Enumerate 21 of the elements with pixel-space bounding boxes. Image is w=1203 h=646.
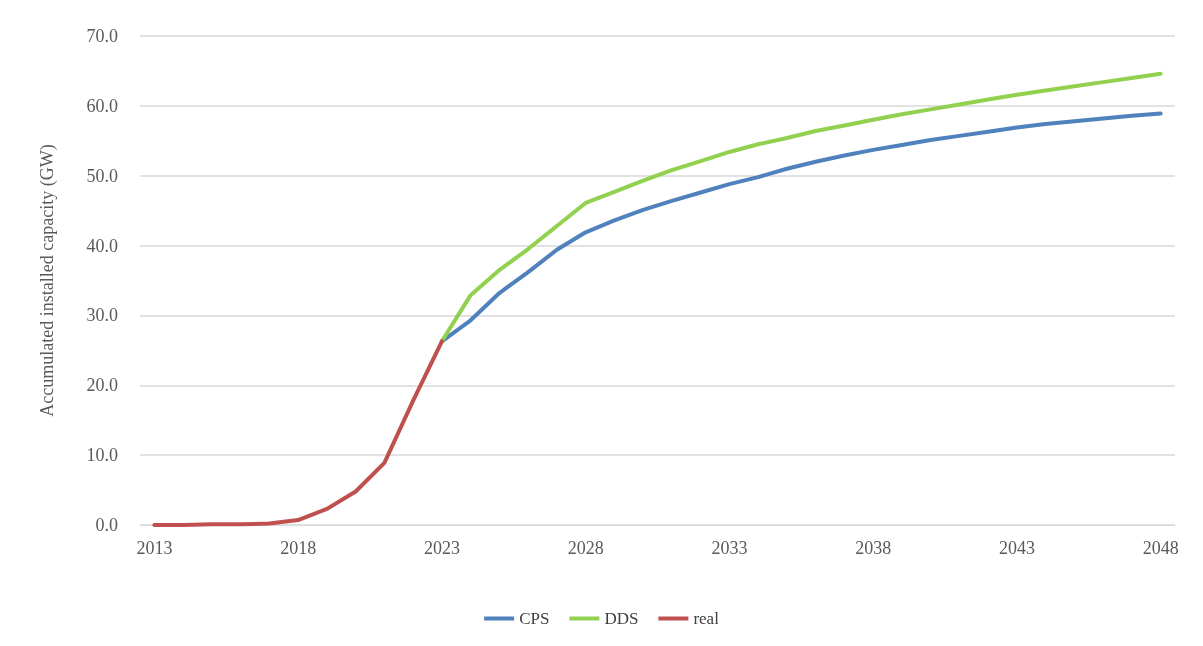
x-tick-label: 2038 (855, 538, 892, 558)
x-tick-label: 2043 (998, 538, 1035, 558)
x-tick-label: 2048 (1142, 538, 1179, 558)
y-axis-title: Accumulated installed capacity (GW) (37, 144, 58, 417)
x-tick-label: 2023 (423, 538, 460, 558)
x-tick-label: 2013 (136, 538, 173, 558)
legend-label: CPS (519, 609, 550, 628)
line-series (152, 339, 444, 527)
x-tick-label: 2028 (567, 538, 604, 558)
x-tick-label: 2033 (711, 538, 748, 558)
y-tick-label: 20.0 (86, 375, 118, 396)
legend-label: DDS (604, 609, 639, 628)
y-tick-label: 40.0 (86, 235, 118, 256)
y-tick-label: 10.0 (86, 445, 118, 466)
legend-label: real (693, 609, 720, 628)
y-tick-label: 70.0 (86, 26, 118, 46)
y-tick-label: 30.0 (86, 305, 118, 326)
y-tick-label: 60.0 (86, 95, 118, 116)
x-tick-label: 2018 (280, 538, 317, 558)
y-tick-label: 50.0 (86, 165, 118, 186)
y-tick-label: 0.0 (95, 515, 118, 535)
